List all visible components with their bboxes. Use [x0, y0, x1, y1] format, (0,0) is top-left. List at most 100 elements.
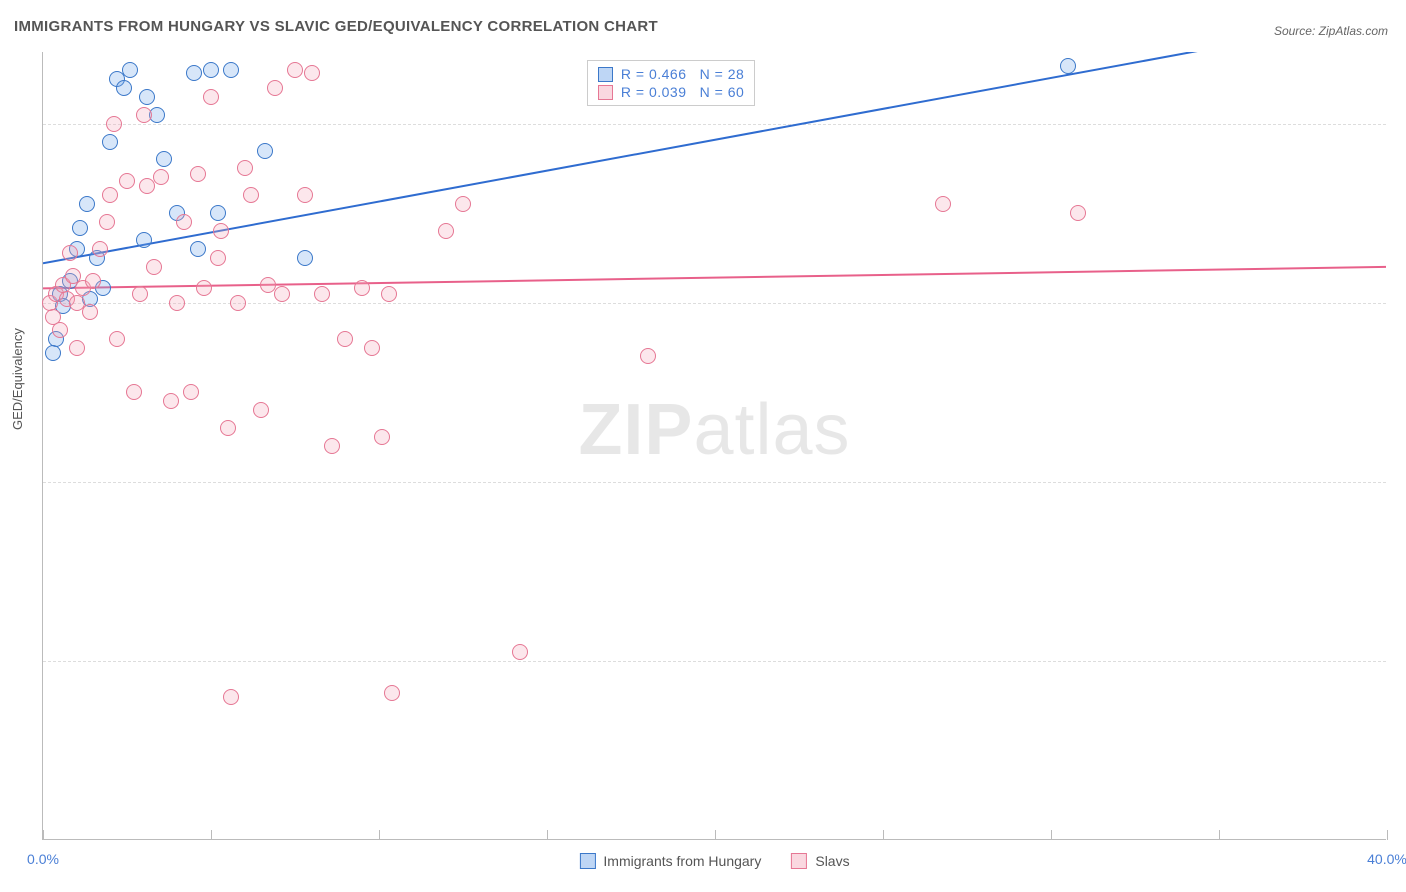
data-point: [364, 340, 380, 356]
data-point: [304, 65, 320, 81]
data-point: [92, 241, 108, 257]
data-point: [82, 304, 98, 320]
y-tick-label: 100.0%: [1392, 116, 1406, 132]
data-point: [935, 196, 951, 212]
data-point: [190, 241, 206, 257]
data-point: [126, 384, 142, 400]
data-point: [132, 286, 148, 302]
legend-label: Slavs: [815, 853, 849, 869]
x-tick-label: 0.0%: [27, 851, 59, 867]
legend-stats-text: R = 0.039 N = 60: [621, 84, 744, 100]
data-point: [62, 245, 78, 261]
data-point: [85, 273, 101, 289]
data-point: [253, 402, 269, 418]
x-tick: [715, 830, 716, 840]
data-point: [196, 280, 212, 296]
data-point: [384, 685, 400, 701]
x-tick: [547, 830, 548, 840]
data-point: [169, 295, 185, 311]
data-point: [156, 151, 172, 167]
data-point: [297, 187, 313, 203]
data-point: [99, 214, 115, 230]
data-point: [163, 393, 179, 409]
x-tick: [883, 830, 884, 840]
data-point: [72, 220, 88, 236]
data-point: [186, 65, 202, 81]
data-point: [122, 62, 138, 78]
data-point: [102, 187, 118, 203]
legend-stats-row: R = 0.466 N = 28: [598, 65, 744, 83]
data-point: [153, 169, 169, 185]
data-point: [1070, 205, 1086, 221]
data-point: [230, 295, 246, 311]
legend-stats: R = 0.466 N = 28 R = 0.039 N = 60: [587, 60, 755, 106]
legend-item: Slavs: [791, 853, 849, 869]
legend-stats-row: R = 0.039 N = 60: [598, 83, 744, 101]
data-point: [102, 134, 118, 150]
data-point: [146, 259, 162, 275]
plot-area: ZIPatlas 70.0%80.0%90.0%100.0%0.0%40.0%R…: [42, 52, 1386, 840]
y-tick-label: 90.0%: [1392, 295, 1406, 311]
data-point: [354, 280, 370, 296]
x-tick: [1051, 830, 1052, 840]
data-point: [381, 286, 397, 302]
chart-title: IMMIGRANTS FROM HUNGARY VS SLAVIC GED/EQ…: [14, 18, 658, 35]
data-point: [203, 62, 219, 78]
data-point: [257, 143, 273, 159]
data-point: [287, 62, 303, 78]
watermark: ZIPatlas: [578, 389, 850, 471]
data-point: [190, 166, 206, 182]
data-point: [119, 173, 135, 189]
data-point: [297, 250, 313, 266]
x-tick: [1387, 830, 1388, 840]
data-point: [139, 89, 155, 105]
legend-stats-text: R = 0.466 N = 28: [621, 66, 744, 82]
data-point: [136, 232, 152, 248]
data-point: [203, 89, 219, 105]
legend-swatch: [791, 853, 807, 869]
data-point: [116, 80, 132, 96]
data-point: [512, 644, 528, 660]
y-tick-label: 80.0%: [1392, 474, 1406, 490]
data-point: [374, 429, 390, 445]
legend-bottom: Immigrants from Hungary Slavs: [579, 853, 849, 869]
data-point: [337, 331, 353, 347]
x-tick-label: 40.0%: [1367, 851, 1406, 867]
gridline-h: [43, 482, 1386, 483]
data-point: [45, 345, 61, 361]
data-point: [210, 205, 226, 221]
data-point: [438, 223, 454, 239]
data-point: [314, 286, 330, 302]
x-tick: [379, 830, 380, 840]
data-point: [213, 223, 229, 239]
source-label: Source: ZipAtlas.com: [1274, 24, 1388, 38]
data-point: [237, 160, 253, 176]
data-point: [79, 196, 95, 212]
data-point: [210, 250, 226, 266]
y-tick-label: 70.0%: [1392, 653, 1406, 669]
x-tick: [1219, 830, 1220, 840]
data-point: [176, 214, 192, 230]
watermark-zip: ZIP: [578, 390, 693, 470]
data-point: [1060, 58, 1076, 74]
data-point: [243, 187, 259, 203]
data-point: [223, 689, 239, 705]
legend-label: Immigrants from Hungary: [603, 853, 761, 869]
data-point: [324, 438, 340, 454]
y-axis-label: GED/Equivalency: [10, 328, 25, 430]
data-point: [69, 340, 85, 356]
legend-swatch: [598, 85, 613, 100]
data-point: [52, 322, 68, 338]
legend-swatch: [598, 67, 613, 82]
data-point: [136, 107, 152, 123]
data-point: [455, 196, 471, 212]
watermark-atlas: atlas: [693, 390, 850, 470]
gridline-h: [43, 124, 1386, 125]
x-tick: [211, 830, 212, 840]
legend-swatch: [579, 853, 595, 869]
data-point: [274, 286, 290, 302]
data-point: [640, 348, 656, 364]
data-point: [183, 384, 199, 400]
data-point: [267, 80, 283, 96]
legend-item: Immigrants from Hungary: [579, 853, 761, 869]
